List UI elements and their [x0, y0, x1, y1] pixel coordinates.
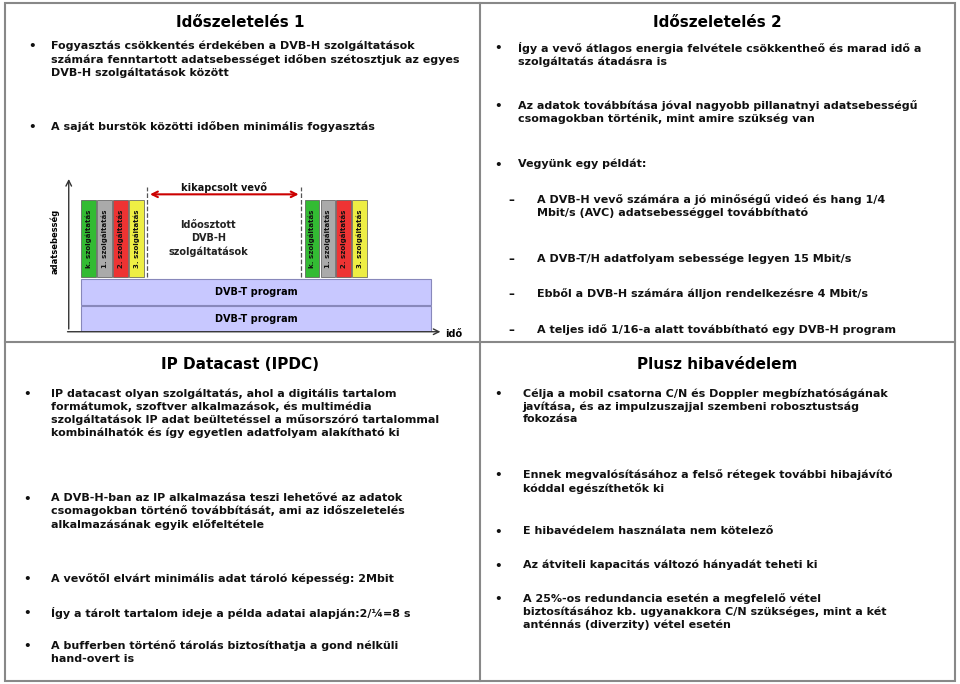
Text: •: • [494, 469, 502, 482]
Text: DVB-T program: DVB-T program [215, 287, 298, 297]
Text: –: – [509, 324, 515, 337]
Text: IP datacast olyan szolgáltatás, ahol a digitális tartalom
formátumok, szoftver a: IP datacast olyan szolgáltatás, ahol a d… [51, 389, 439, 438]
Bar [82, 200, 96, 277]
Text: 3. szolgáltatás: 3. szolgáltatás [133, 209, 140, 267]
Text: Ennek megvalósításához a felső rétegek további hibajávító
kóddal egészíthetők ki: Ennek megvalósításához a felső rétegek t… [523, 469, 892, 494]
Text: idő: idő [445, 329, 463, 339]
Bar [97, 200, 112, 277]
Text: 1. szolgáltatás: 1. szolgáltatás [324, 209, 331, 267]
Text: Így a vevő átlagos energia felvétele csökkentheő és marad idő a
szolgáltatás áta: Így a vevő átlagos energia felvétele csö… [518, 42, 922, 67]
Text: •: • [494, 526, 502, 539]
Bar [321, 200, 335, 277]
Text: •: • [494, 560, 502, 573]
Text: –: – [509, 289, 515, 302]
Text: •: • [23, 573, 31, 586]
Text: A vevőtől elvárt minimális adat tároló képesség: 2Mbit: A vevőtől elvárt minimális adat tároló k… [51, 573, 394, 584]
Text: 2. szolgáltatás: 2. szolgáltatás [117, 209, 124, 267]
Text: Időszeletelés 1: Időszeletelés 1 [176, 15, 304, 30]
Text: •: • [494, 159, 502, 172]
Text: Plusz hibavédelem: Plusz hibavédelem [637, 357, 798, 372]
Text: A DVB-H vevő számára a jó minőségű videó és hang 1/4
Mbit/s (AVC) adatsebességge: A DVB-H vevő számára a jó minőségű videó… [537, 194, 885, 218]
Text: Időszeletelés 2: Időszeletelés 2 [653, 15, 782, 30]
Bar [130, 200, 144, 277]
Text: •: • [494, 42, 502, 55]
Text: –: – [509, 194, 515, 207]
Text: E hibavédelem használata nem kötelező: E hibavédelem használata nem kötelező [523, 526, 773, 536]
Text: •: • [28, 121, 36, 134]
Text: Így a tárolt tartalom ideje a példa adatai alapján:2/¼=8 s: Így a tárolt tartalom ideje a példa adat… [51, 607, 411, 619]
Bar [304, 200, 320, 277]
Text: •: • [494, 101, 502, 114]
Text: •: • [23, 640, 31, 653]
Text: •: • [23, 389, 31, 402]
Text: Vegyünk egy példát:: Vegyünk egy példát: [518, 159, 646, 169]
Text: A DVB-H-ban az IP alkalmazása teszi lehetővé az adatok
csomagokban történő továb: A DVB-H-ban az IP alkalmazása teszi lehe… [51, 492, 405, 530]
Text: adatsebesség: adatsebesség [50, 209, 60, 274]
Text: A DVB-T/H adatfolyam sebessége legyen 15 Mbit/s: A DVB-T/H adatfolyam sebessége legyen 15… [537, 253, 852, 264]
Text: DVB-T program: DVB-T program [215, 314, 298, 324]
Text: Ebből a DVB-H számára álljon rendelkezésre 4 Mbit/s: Ebből a DVB-H számára álljon rendelkezés… [537, 289, 868, 300]
Text: k. szolgáltatás: k. szolgáltatás [309, 209, 315, 267]
Text: •: • [494, 593, 502, 606]
Text: •: • [23, 492, 31, 505]
Text: k. szolgáltatás: k. szolgáltatás [85, 209, 92, 267]
Text: A 25%-os redundancia esetén a megfelelő vétel
biztosításához kb. ugyanakkora C/N: A 25%-os redundancia esetén a megfelelő … [523, 593, 886, 630]
Bar [352, 200, 367, 277]
Text: 3. szolgáltatás: 3. szolgáltatás [356, 209, 363, 267]
Bar [113, 200, 128, 277]
Text: 1. szolgáltatás: 1. szolgáltatás [102, 209, 108, 267]
Text: Az átviteli kapacitás változó hányadát teheti ki: Az átviteli kapacitás változó hányadát t… [523, 560, 817, 570]
Text: Fogyasztás csökkentés érdekében a DVB-H szolgáltatások
számára fenntartott adats: Fogyasztás csökkentés érdekében a DVB-H … [51, 40, 460, 77]
Bar [81, 306, 431, 332]
Text: A saját burstök közötti időben minimális fogyasztás: A saját burstök közötti időben minimális… [51, 121, 375, 132]
Text: A teljes idő 1/16-a alatt továbbítható egy DVB-H program: A teljes idő 1/16-a alatt továbbítható e… [537, 324, 896, 334]
Text: Az adatok továbbítása jóval nagyobb pillanatnyi adatsebességű
csomagokban történ: Az adatok továbbítása jóval nagyobb pill… [518, 101, 918, 124]
Bar [336, 200, 351, 277]
Text: kikapcsolt vevő: kikapcsolt vevő [181, 183, 267, 194]
Text: Célja a mobil csatorna C/N és Doppler megbízhatóságának
javítása, és az impulzus: Célja a mobil csatorna C/N és Doppler me… [523, 389, 887, 424]
Text: Időosztott
DVB-H
szolgáltatások: Időosztott DVB-H szolgáltatások [168, 220, 248, 257]
Text: •: • [23, 607, 31, 620]
Text: •: • [28, 40, 36, 53]
Bar [81, 278, 431, 304]
Text: IP Datacast (IPDC): IP Datacast (IPDC) [161, 357, 319, 372]
Text: •: • [494, 389, 502, 402]
Text: –: – [509, 253, 515, 266]
Text: 2. szolgáltatás: 2. szolgáltatás [341, 209, 348, 267]
Text: A bufferben történő tárolás biztosíthatja a gond nélküli
hand-overt is: A bufferben történő tárolás biztosíthatj… [51, 640, 398, 663]
